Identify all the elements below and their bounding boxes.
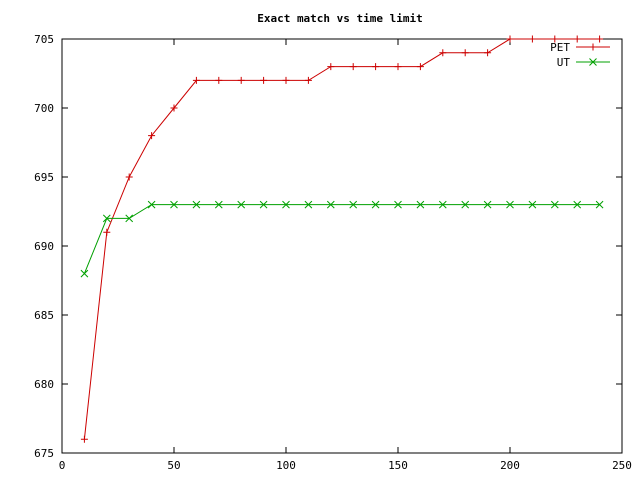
data-point-ut bbox=[483, 200, 492, 209]
x-tick-label: 150 bbox=[388, 459, 408, 472]
data-point-ut bbox=[214, 200, 223, 209]
data-point-pet bbox=[237, 76, 245, 84]
data-point-pet bbox=[461, 49, 469, 57]
data-point-pet bbox=[327, 63, 335, 71]
data-point-ut bbox=[192, 200, 201, 209]
y-tick-label: 695 bbox=[34, 171, 54, 184]
data-point-pet bbox=[596, 35, 604, 43]
plot-area: 0 50 100 150 200 250 675 680 685 690 695 700 705 PET U… bbox=[34, 33, 632, 472]
data-point-pet bbox=[416, 63, 424, 71]
x-tick-label: 50 bbox=[167, 459, 180, 472]
data-point-pet bbox=[148, 132, 156, 140]
data-point-pet bbox=[349, 63, 357, 71]
series-line-pet bbox=[83, 38, 600, 440]
data-point-pet bbox=[439, 49, 447, 57]
data-point-pet bbox=[170, 104, 178, 112]
data-point-ut bbox=[573, 200, 582, 209]
data-point-pet bbox=[80, 435, 88, 443]
x-tick-label: 0 bbox=[59, 459, 66, 472]
y-tick-label: 700 bbox=[34, 102, 54, 115]
data-point-pet bbox=[394, 63, 402, 71]
data-point-pet bbox=[573, 35, 581, 43]
data-point-ut bbox=[550, 200, 559, 209]
legend-marker-pet bbox=[589, 43, 597, 51]
data-point-ut bbox=[170, 200, 178, 209]
x-tick-label: 250 bbox=[612, 459, 632, 472]
data-point-ut bbox=[147, 200, 156, 209]
legend-label-pet: PET bbox=[550, 41, 570, 54]
data-point-ut bbox=[102, 214, 111, 223]
data-point-ut bbox=[461, 200, 470, 209]
data-point-pet bbox=[215, 76, 223, 84]
data-point-pet bbox=[260, 76, 268, 84]
data-point-ut bbox=[438, 200, 447, 209]
data-point-pet bbox=[192, 76, 200, 84]
data-point-ut bbox=[595, 200, 604, 209]
data-point-pet bbox=[506, 35, 514, 43]
data-point-pet bbox=[372, 63, 380, 71]
data-point-ut bbox=[237, 200, 246, 209]
data-point-ut bbox=[80, 269, 89, 278]
data-point-pet bbox=[103, 228, 111, 236]
data-point-ut bbox=[259, 200, 268, 209]
data-point-ut bbox=[326, 200, 335, 209]
data-point-pet bbox=[528, 35, 536, 43]
data-point-ut bbox=[416, 200, 425, 209]
legend-marker-ut bbox=[589, 58, 597, 66]
x-tick-label: 100 bbox=[276, 459, 296, 472]
data-point-ut bbox=[371, 200, 380, 209]
data-point-pet bbox=[551, 35, 559, 43]
y-tick-label: 680 bbox=[34, 378, 54, 391]
data-point-ut bbox=[125, 214, 134, 223]
y-tick-label: 690 bbox=[34, 240, 54, 253]
data-point-ut bbox=[282, 200, 290, 209]
y-tick-label: 685 bbox=[34, 309, 54, 322]
data-point-ut bbox=[506, 200, 514, 209]
data-point-ut bbox=[349, 200, 358, 209]
data-point-ut bbox=[394, 200, 402, 209]
plot-frame bbox=[61, 38, 623, 454]
data-point-pet bbox=[282, 76, 290, 84]
data-point-pet bbox=[304, 76, 312, 84]
data-point-pet bbox=[125, 173, 133, 181]
chart-title: Exact match vs time limit bbox=[257, 12, 423, 25]
data-point-ut bbox=[528, 200, 537, 209]
data-point-pet bbox=[484, 49, 492, 57]
x-tick-label: 200 bbox=[500, 459, 520, 472]
data-point-ut bbox=[304, 200, 313, 209]
y-tick-label: 675 bbox=[34, 447, 54, 460]
series-line-ut bbox=[83, 204, 600, 274]
legend-label-ut: UT bbox=[557, 56, 571, 69]
y-tick-label: 705 bbox=[34, 33, 54, 46]
